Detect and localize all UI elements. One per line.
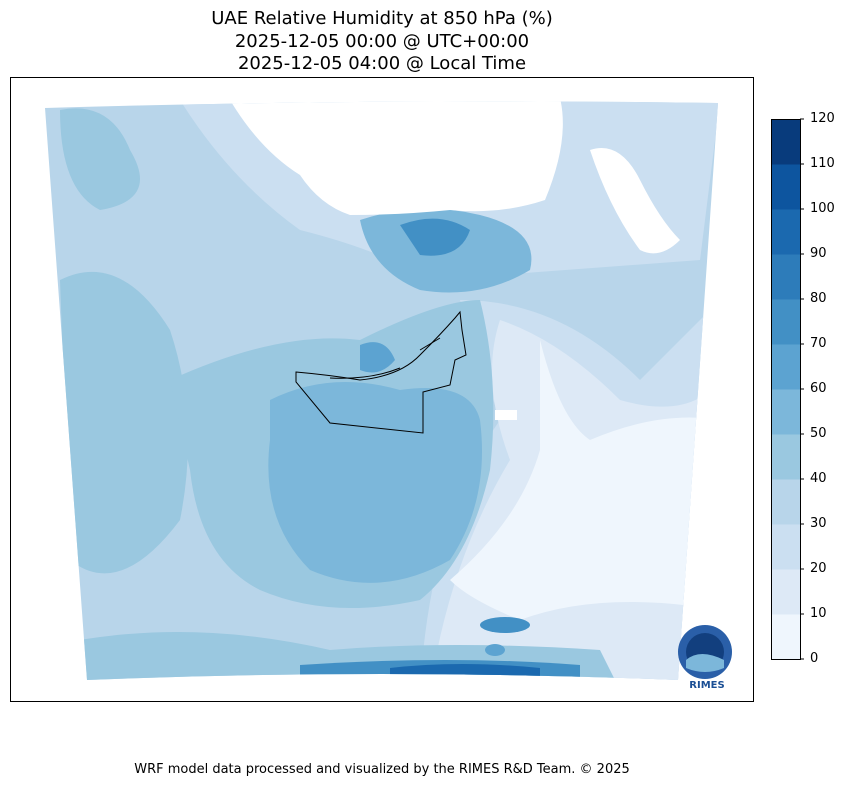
uae-boundary	[295, 310, 467, 434]
colorbar-level-9	[771, 209, 800, 255]
logo-text: RIMES	[689, 680, 724, 691]
level-60-70-blob	[485, 644, 505, 656]
colorbar-tick-label: 0	[810, 651, 819, 666]
colorbar-tick-label: 100	[810, 201, 835, 216]
colorbar-tick-label: 60	[810, 381, 827, 396]
colorbar-level-2	[771, 524, 800, 570]
masked-area-north	[230, 101, 563, 215]
logo-wave	[686, 654, 724, 672]
title-line-2: 2025-12-05 00:00 @ UTC+00:00	[234, 31, 530, 52]
title-line-3: 2025-12-05 04:00 @ Local Time	[237, 53, 527, 74]
colorbar-level-0	[771, 614, 800, 660]
colorbar-tick-label: 20	[810, 561, 827, 576]
colorbar-level-7	[771, 299, 800, 345]
colorbar-level-10	[771, 164, 800, 210]
level-70-80-blob	[480, 617, 530, 633]
colorbar-tick-label: 90	[810, 246, 827, 261]
colorbar-tick-label: 50	[810, 426, 827, 441]
level-40-50-nw	[60, 108, 140, 210]
level-0-10	[450, 340, 718, 620]
masked-area-small	[495, 410, 517, 420]
colorbar-tick-label: 120	[810, 111, 835, 126]
colorbar-tick-label: 10	[810, 606, 827, 621]
colorbar-level-11	[771, 119, 800, 165]
footer-credit: WRF model data processed and visualized …	[134, 762, 630, 777]
colorbar-level-3	[771, 479, 800, 525]
colorbar-tick-label: 30	[810, 516, 827, 531]
colorbar-level-6	[771, 344, 800, 390]
masked-area-northeast	[590, 148, 680, 254]
colorbar-level-4	[771, 434, 800, 480]
colorbar-level-1	[771, 569, 800, 615]
colorbar	[771, 118, 804, 660]
colorbar-tick-label: 70	[810, 336, 827, 351]
title-line-1: UAE Relative Humidity at 850 hPa (%)	[211, 8, 553, 29]
colorbar-tick-label: 40	[810, 471, 827, 486]
level-70-80-gulf	[400, 218, 470, 256]
rimes-logo: RIMES	[678, 625, 732, 691]
level-50-60-center	[268, 382, 482, 583]
level-40-50-west	[60, 271, 188, 574]
level-60-70	[360, 342, 395, 373]
colorbar-tick-label: 110	[810, 156, 835, 171]
colorbar-level-8	[771, 254, 800, 300]
colorbar-level-5	[771, 389, 800, 435]
colorbar-tick-label: 80	[810, 291, 827, 306]
